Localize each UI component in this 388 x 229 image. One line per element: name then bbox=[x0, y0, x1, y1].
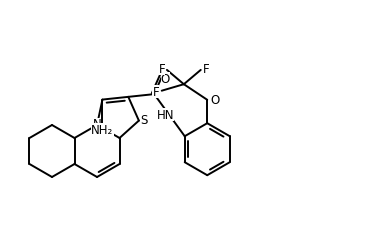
Text: F: F bbox=[152, 86, 159, 99]
Text: S: S bbox=[140, 114, 147, 127]
Text: NH₂: NH₂ bbox=[91, 124, 114, 137]
Text: HN: HN bbox=[157, 108, 174, 121]
Text: O: O bbox=[211, 94, 220, 107]
Text: F: F bbox=[159, 63, 165, 76]
Text: F: F bbox=[203, 63, 209, 76]
Text: O: O bbox=[161, 73, 170, 86]
Text: N: N bbox=[93, 118, 101, 131]
